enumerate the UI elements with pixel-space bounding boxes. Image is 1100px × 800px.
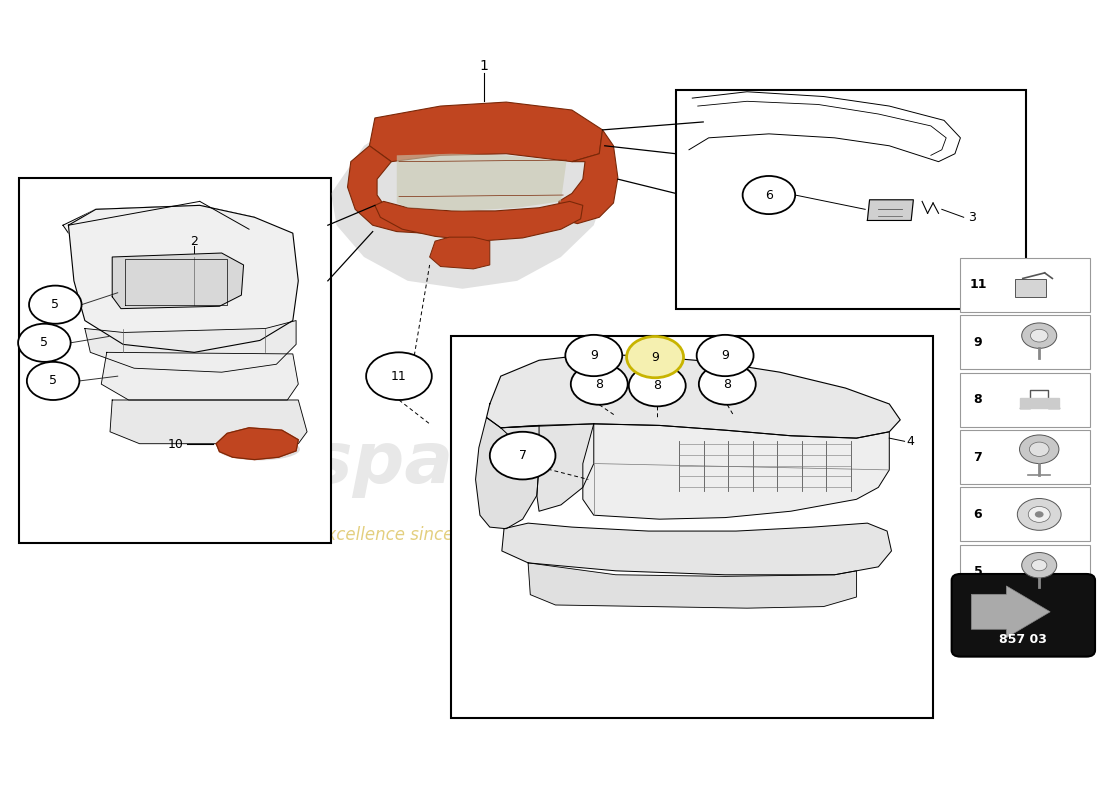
Circle shape bbox=[1018, 498, 1062, 530]
Polygon shape bbox=[101, 352, 298, 400]
Text: 9: 9 bbox=[651, 350, 659, 363]
FancyBboxPatch shape bbox=[960, 373, 1090, 427]
Circle shape bbox=[29, 286, 81, 324]
Polygon shape bbox=[486, 354, 900, 438]
Ellipse shape bbox=[218, 438, 300, 460]
Polygon shape bbox=[217, 428, 298, 459]
Text: 8: 8 bbox=[974, 394, 982, 406]
Polygon shape bbox=[63, 206, 254, 233]
Polygon shape bbox=[112, 253, 243, 309]
Circle shape bbox=[366, 352, 432, 400]
Circle shape bbox=[627, 337, 683, 378]
Text: 9: 9 bbox=[722, 349, 729, 362]
Text: 6: 6 bbox=[764, 189, 773, 202]
Text: 8: 8 bbox=[595, 378, 603, 390]
Text: 8: 8 bbox=[653, 379, 661, 392]
Text: 11: 11 bbox=[969, 278, 987, 291]
Text: 5: 5 bbox=[50, 374, 57, 387]
Circle shape bbox=[1022, 323, 1057, 348]
Circle shape bbox=[490, 432, 556, 479]
Text: 10: 10 bbox=[167, 438, 184, 451]
Polygon shape bbox=[502, 523, 891, 574]
Circle shape bbox=[571, 363, 628, 405]
Circle shape bbox=[1022, 553, 1057, 578]
Circle shape bbox=[1020, 435, 1059, 463]
Polygon shape bbox=[475, 418, 539, 529]
FancyBboxPatch shape bbox=[451, 337, 933, 718]
Text: 6: 6 bbox=[974, 508, 982, 521]
Polygon shape bbox=[68, 206, 298, 352]
Polygon shape bbox=[971, 586, 1050, 638]
Text: 857 03: 857 03 bbox=[1000, 634, 1047, 646]
Polygon shape bbox=[110, 400, 307, 444]
Polygon shape bbox=[375, 202, 583, 241]
FancyBboxPatch shape bbox=[960, 545, 1090, 598]
FancyBboxPatch shape bbox=[960, 487, 1090, 542]
Text: 8: 8 bbox=[724, 378, 732, 390]
FancyBboxPatch shape bbox=[1015, 279, 1046, 297]
Text: 4: 4 bbox=[906, 435, 915, 448]
FancyBboxPatch shape bbox=[960, 315, 1090, 369]
Polygon shape bbox=[1020, 398, 1059, 408]
Circle shape bbox=[18, 324, 70, 362]
Text: 5: 5 bbox=[41, 336, 48, 350]
Circle shape bbox=[1032, 560, 1047, 571]
Circle shape bbox=[742, 176, 795, 214]
Text: a passion for excellence since 1985: a passion for excellence since 1985 bbox=[205, 526, 502, 544]
Polygon shape bbox=[348, 146, 428, 233]
Circle shape bbox=[696, 335, 754, 376]
FancyBboxPatch shape bbox=[960, 258, 1090, 312]
Polygon shape bbox=[331, 110, 610, 289]
Circle shape bbox=[698, 363, 756, 405]
Text: 3: 3 bbox=[968, 210, 976, 224]
Polygon shape bbox=[559, 130, 618, 224]
Text: eurospares: eurospares bbox=[124, 429, 582, 498]
Polygon shape bbox=[500, 424, 594, 511]
Polygon shape bbox=[370, 102, 603, 162]
Text: 5: 5 bbox=[52, 298, 59, 311]
Circle shape bbox=[1030, 442, 1049, 457]
Circle shape bbox=[565, 335, 623, 376]
Text: 9: 9 bbox=[590, 349, 597, 362]
Polygon shape bbox=[583, 424, 889, 519]
FancyBboxPatch shape bbox=[675, 90, 1026, 309]
Polygon shape bbox=[397, 154, 566, 211]
FancyBboxPatch shape bbox=[19, 178, 331, 543]
Polygon shape bbox=[528, 563, 857, 608]
Text: 2: 2 bbox=[190, 234, 198, 248]
Text: 5: 5 bbox=[974, 565, 982, 578]
Text: 1: 1 bbox=[480, 59, 488, 74]
Circle shape bbox=[1035, 511, 1044, 518]
Text: 7: 7 bbox=[518, 449, 527, 462]
Text: 7: 7 bbox=[974, 450, 982, 464]
Circle shape bbox=[1031, 330, 1048, 342]
Polygon shape bbox=[868, 200, 913, 221]
Text: 11: 11 bbox=[392, 370, 407, 382]
Circle shape bbox=[629, 365, 685, 406]
Circle shape bbox=[26, 362, 79, 400]
FancyBboxPatch shape bbox=[952, 574, 1094, 657]
FancyBboxPatch shape bbox=[960, 430, 1090, 484]
Polygon shape bbox=[430, 237, 490, 269]
Text: 9: 9 bbox=[974, 335, 982, 349]
Polygon shape bbox=[85, 321, 296, 372]
Circle shape bbox=[1028, 506, 1050, 522]
